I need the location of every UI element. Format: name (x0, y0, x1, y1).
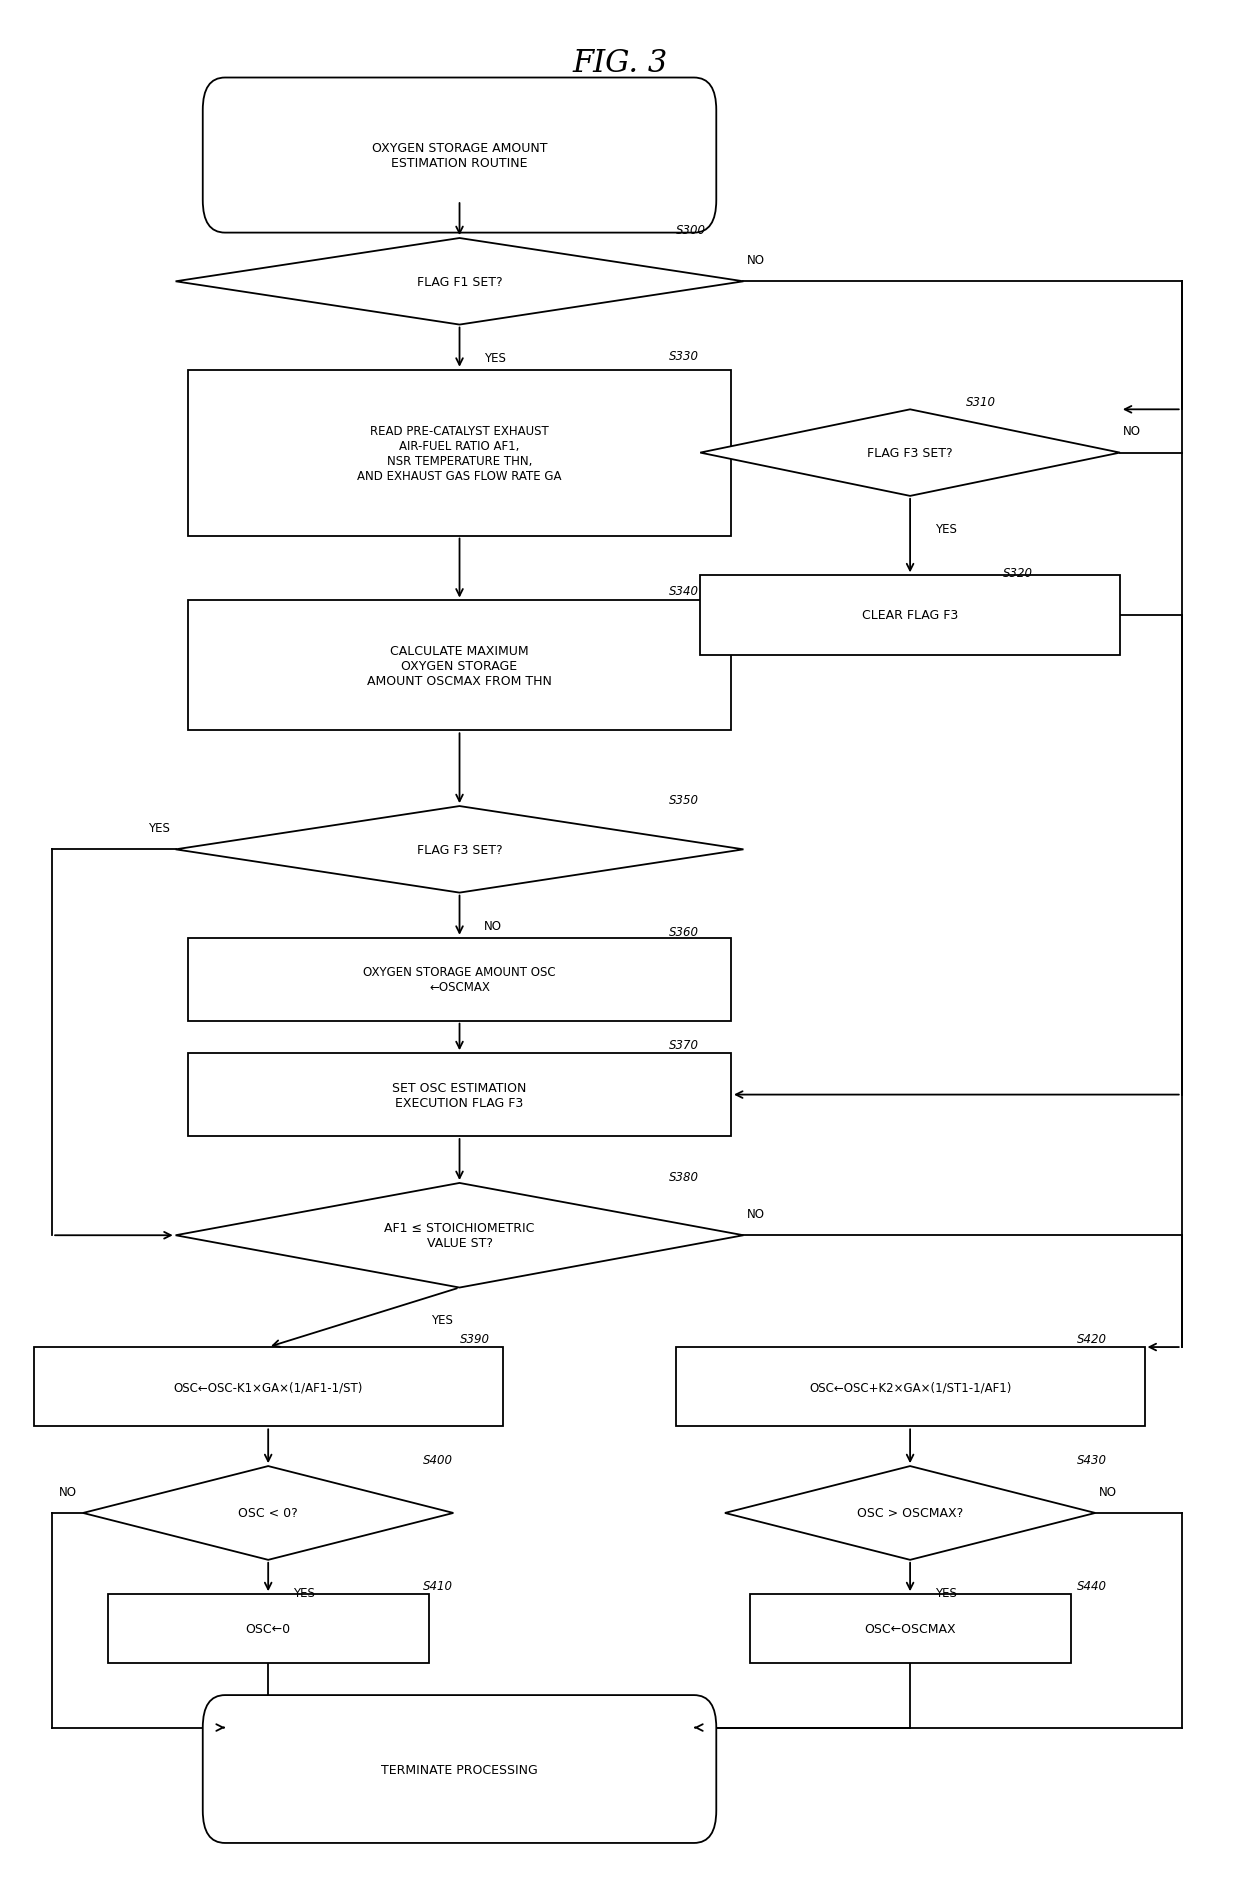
Text: S440: S440 (1076, 1579, 1107, 1592)
Text: FLAG F1 SET?: FLAG F1 SET? (417, 276, 502, 290)
Bar (188, 602, 732, 731)
Polygon shape (176, 1183, 744, 1288)
Polygon shape (701, 410, 1120, 496)
Bar (188, 1053, 732, 1136)
Text: FLAG F3 SET?: FLAG F3 SET? (867, 447, 952, 461)
Text: YES: YES (293, 1587, 315, 1600)
Bar (188, 370, 732, 536)
Text: S370: S370 (670, 1040, 699, 1051)
Text: S430: S430 (1076, 1453, 1107, 1466)
Text: TERMINATE PROCESSING: TERMINATE PROCESSING (381, 1763, 538, 1775)
Text: S410: S410 (423, 1579, 453, 1592)
Text: S300: S300 (676, 224, 706, 237)
Text: FIG. 3: FIG. 3 (573, 47, 667, 79)
Text: OSC←0: OSC←0 (246, 1622, 290, 1636)
Text: S390: S390 (460, 1333, 490, 1346)
Text: S400: S400 (423, 1453, 453, 1466)
FancyBboxPatch shape (203, 79, 717, 233)
Text: NO: NO (1099, 1485, 1116, 1498)
Text: S340: S340 (670, 585, 699, 598)
Text: NO: NO (1123, 425, 1141, 438)
Text: NO: NO (746, 254, 765, 267)
Polygon shape (176, 807, 744, 893)
Text: CLEAR FLAG F3: CLEAR FLAG F3 (862, 609, 959, 622)
Text: NO: NO (484, 919, 502, 932)
Text: YES: YES (935, 523, 956, 536)
Text: OSC > OSCMAX?: OSC > OSCMAX? (857, 1506, 963, 1519)
Text: S310: S310 (966, 395, 996, 408)
Text: SET OSC ESTIMATION
EXECUTION FLAG F3: SET OSC ESTIMATION EXECUTION FLAG F3 (392, 1081, 527, 1109)
Polygon shape (725, 1466, 1095, 1560)
Text: S420: S420 (1076, 1333, 1107, 1346)
Text: OSC←OSCMAX: OSC←OSCMAX (864, 1622, 956, 1636)
FancyBboxPatch shape (203, 1696, 717, 1842)
Text: S380: S380 (670, 1171, 699, 1183)
Text: OSC←OSC-K1×GA×(1/AF1-1/ST): OSC←OSC-K1×GA×(1/AF1-1/ST) (174, 1380, 363, 1393)
Text: YES: YES (432, 1314, 454, 1327)
Text: YES: YES (935, 1587, 956, 1600)
Bar (676, 1348, 1145, 1427)
Text: S350: S350 (670, 793, 699, 807)
Text: S360: S360 (670, 925, 699, 938)
Text: FLAG F3 SET?: FLAG F3 SET? (417, 844, 502, 857)
Bar (188, 938, 732, 1021)
Text: S330: S330 (670, 350, 699, 363)
Bar (750, 1594, 1070, 1662)
Text: NO: NO (58, 1485, 77, 1498)
Bar (108, 1594, 429, 1662)
Bar (701, 575, 1120, 656)
Text: CALCULATE MAXIMUM
OXYGEN STORAGE
AMOUNT OSCMAX FROM THN: CALCULATE MAXIMUM OXYGEN STORAGE AMOUNT … (367, 645, 552, 688)
Text: OSC < 0?: OSC < 0? (238, 1506, 298, 1519)
Text: READ PRE-CATALYST EXHAUST
AIR-FUEL RATIO AF1,
NSR TEMPERATURE THN,
AND EXHAUST G: READ PRE-CATALYST EXHAUST AIR-FUEL RATIO… (357, 425, 562, 483)
Text: YES: YES (484, 352, 506, 365)
Text: AF1 ≤ STOICHIOMETRIC
VALUE ST?: AF1 ≤ STOICHIOMETRIC VALUE ST? (384, 1222, 534, 1250)
Polygon shape (176, 239, 744, 325)
Text: OXYGEN STORAGE AMOUNT
ESTIMATION ROUTINE: OXYGEN STORAGE AMOUNT ESTIMATION ROUTINE (372, 143, 547, 169)
Text: OXYGEN STORAGE AMOUNT OSC
←OSCMAX: OXYGEN STORAGE AMOUNT OSC ←OSCMAX (363, 966, 556, 995)
Text: YES: YES (148, 822, 170, 835)
Bar (33, 1348, 502, 1427)
Text: S320: S320 (1003, 566, 1033, 579)
Text: NO: NO (746, 1207, 765, 1220)
Polygon shape (83, 1466, 454, 1560)
Text: OSC←OSC+K2×GA×(1/ST1-1/AF1): OSC←OSC+K2×GA×(1/ST1-1/AF1) (808, 1380, 1012, 1393)
